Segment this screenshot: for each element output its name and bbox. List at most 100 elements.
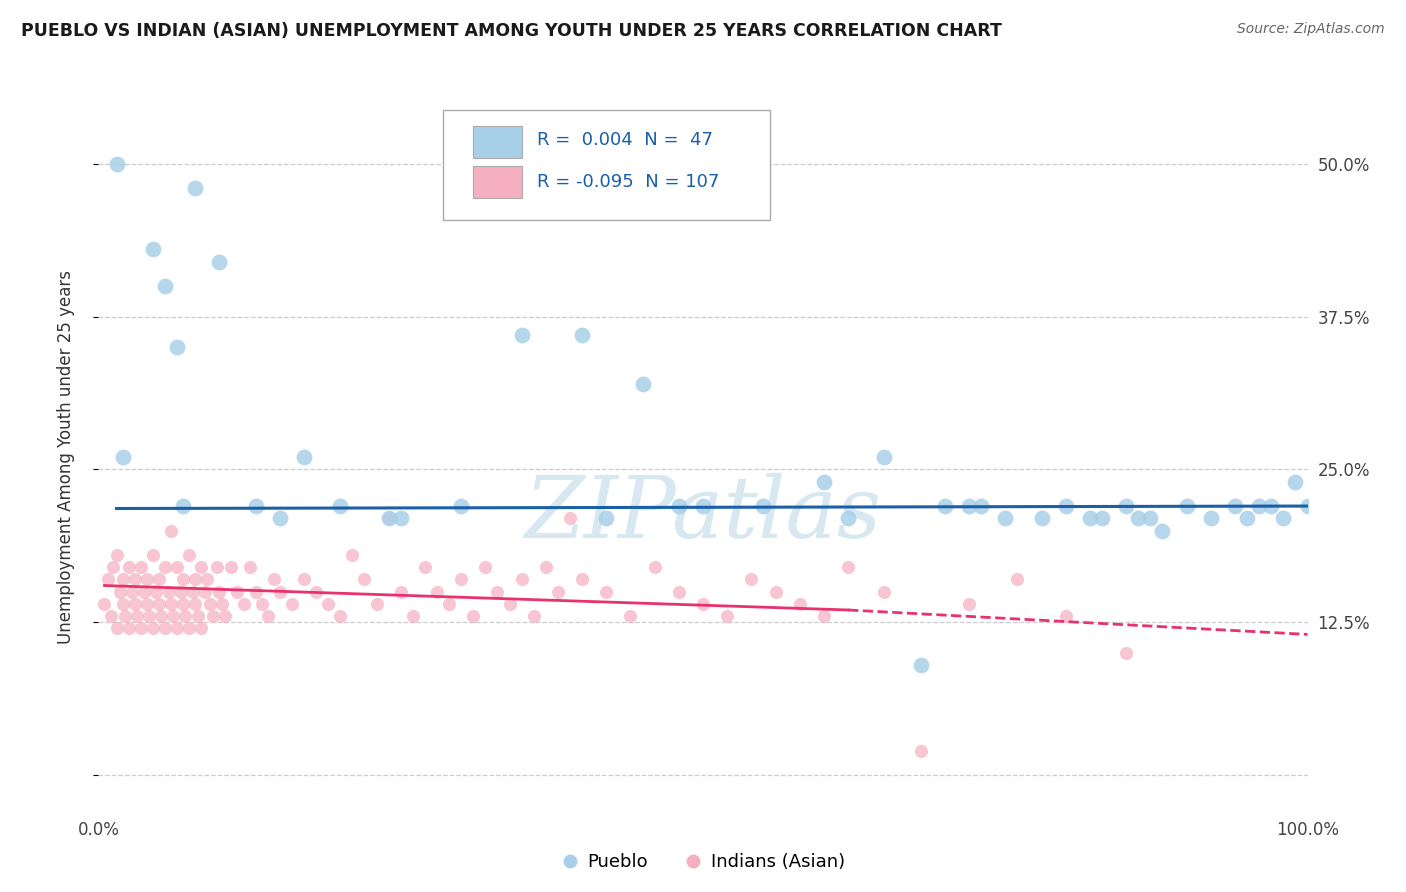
Point [1078,511,1101,525]
Point [121,584,143,599]
Point [1007,573,1029,587]
Text: R = -0.095  N = 107: R = -0.095 N = 107 [537,173,720,191]
Point [160,524,183,538]
Point [1115,646,1137,660]
Point [129,621,152,635]
Point [510,573,533,587]
Point [692,499,714,513]
Point [1260,499,1282,513]
Point [105,157,128,171]
Point [1249,499,1271,513]
Point [124,597,146,611]
Point [194,584,217,599]
Point [142,621,165,635]
Point [129,560,152,574]
Point [211,597,233,611]
Point [934,499,956,513]
Point [498,597,520,611]
Point [437,597,460,611]
Point [245,584,267,599]
Point [353,573,375,587]
Point [957,499,980,513]
Point [1223,499,1246,513]
Point [910,658,932,673]
Point [142,242,165,256]
Point [190,621,212,635]
Point [166,621,188,635]
Point [413,560,436,574]
Point [172,573,194,587]
Point [263,573,285,587]
Point [256,609,278,624]
Point [523,609,546,624]
Point [547,584,569,599]
Point [111,450,134,465]
Point [595,511,617,525]
Point [1054,499,1077,513]
Point [366,597,388,611]
Point [510,327,533,342]
Point [160,597,183,611]
Text: ZIPatlas: ZIPatlas [524,473,882,555]
Point [105,621,128,635]
Point [389,511,412,525]
Point [179,621,201,635]
Point [138,609,160,624]
Point [571,573,593,587]
Point [1054,609,1077,624]
Point [1199,511,1222,525]
Point [111,573,134,587]
Point [208,254,231,268]
Point [214,609,236,624]
Point [389,584,412,599]
Point [426,584,449,599]
Point [740,573,762,587]
Point [172,499,194,513]
Point [450,499,472,513]
Point [145,584,167,599]
Text: PUEBLO VS INDIAN (ASIAN) UNEMPLOYMENT AMONG YOUTH UNDER 25 YEARS CORRELATION CHA: PUEBLO VS INDIAN (ASIAN) UNEMPLOYMENT AM… [21,22,1002,40]
Point [100,609,122,624]
Point [1284,475,1306,489]
Point [187,609,209,624]
Point [837,560,859,574]
Point [166,340,188,354]
Point [692,597,714,611]
Point [1128,511,1150,525]
Point [190,560,212,574]
Point [402,609,425,624]
Point [172,597,194,611]
Point [377,511,399,525]
Point [595,584,617,599]
Point [970,499,993,513]
Point [873,584,896,599]
Point [910,743,932,757]
Point [668,499,690,513]
FancyBboxPatch shape [443,110,769,219]
Point [184,573,207,587]
Point [124,573,146,587]
Point [208,584,231,599]
Point [114,609,136,624]
Point [534,560,557,574]
Point [644,560,666,574]
Point [153,621,176,635]
Point [162,609,184,624]
Point [292,450,315,465]
Point [1152,524,1174,538]
Point [226,584,249,599]
Point [101,560,124,574]
Point [813,609,835,624]
Point [97,573,120,587]
Point [1296,499,1319,513]
Point [135,573,157,587]
Point [174,609,197,624]
Point [342,548,364,562]
Point [631,376,654,391]
Point [957,597,980,611]
Point [668,584,690,599]
Point [148,597,170,611]
Point [245,499,267,513]
Point [752,499,775,513]
Point [558,511,581,525]
